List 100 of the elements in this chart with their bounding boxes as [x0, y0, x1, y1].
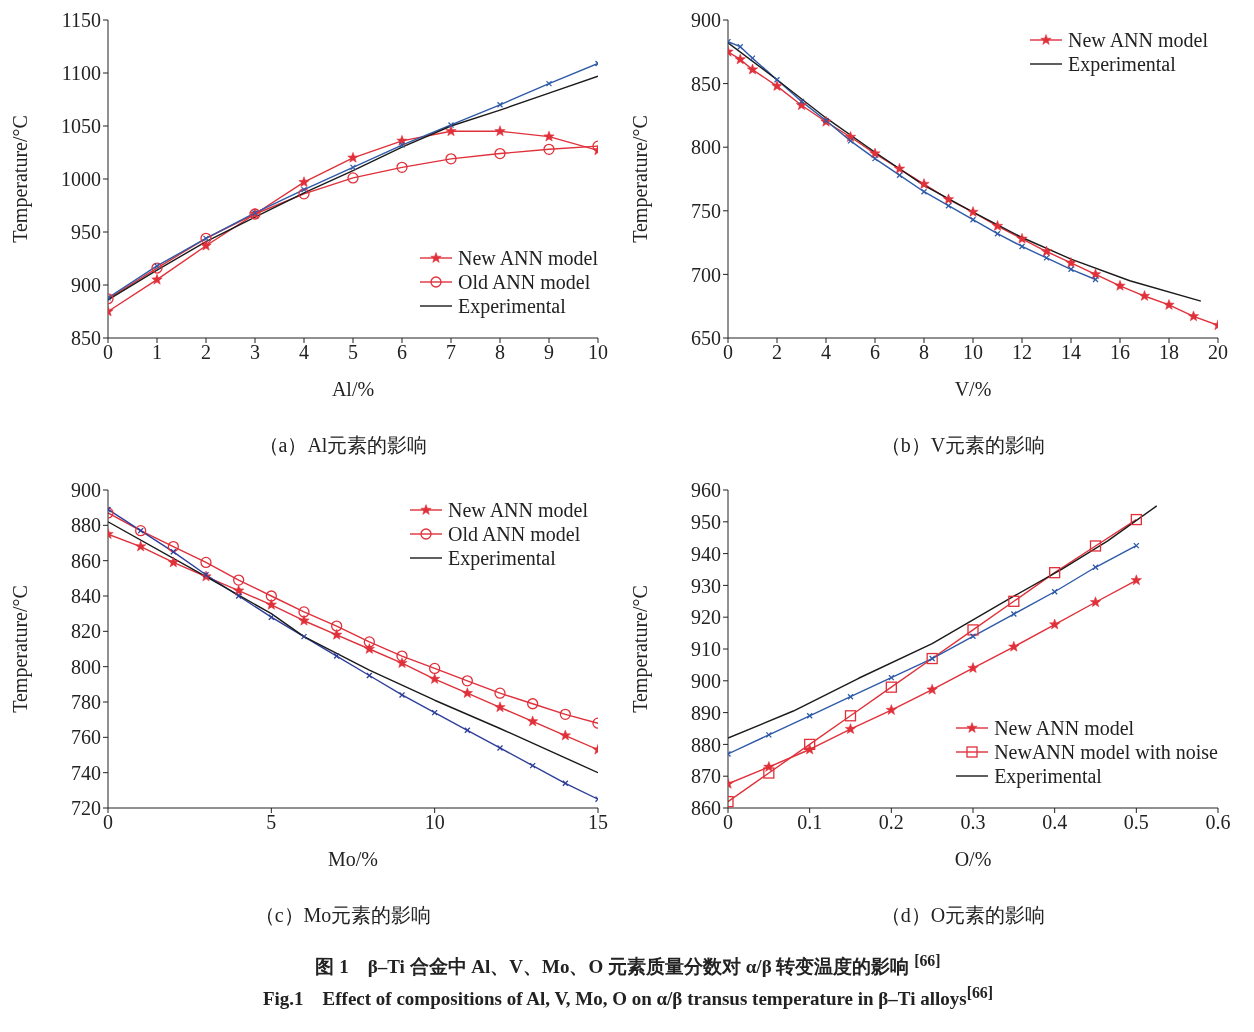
- x-tick-label: 0: [103, 811, 113, 834]
- point: [347, 172, 359, 184]
- legend-label: NewANN model with noise: [994, 740, 1218, 764]
- text: （b）V元素的影响: [879, 433, 1047, 458]
- y-tick-label: 900: [691, 9, 721, 32]
- point: [233, 584, 245, 596]
- point: [1041, 245, 1052, 257]
- point: [1130, 574, 1142, 586]
- y-tick-label: 880: [71, 514, 101, 537]
- point: [363, 636, 375, 648]
- y-tick-label: 1100: [61, 62, 101, 85]
- x-tick-label: 14: [1061, 341, 1081, 364]
- legend-label: Experimental: [458, 294, 566, 318]
- y-tick-label: 650: [691, 327, 721, 350]
- point: [396, 650, 408, 662]
- point: [747, 63, 758, 75]
- point: [845, 723, 856, 734]
- x-tick-label: 4: [821, 341, 831, 364]
- x-tick-label: 5: [348, 341, 358, 364]
- point: [167, 556, 179, 568]
- point: [796, 99, 807, 110]
- point: [771, 80, 783, 91]
- point: [894, 163, 905, 174]
- point: [1163, 299, 1175, 310]
- point: [1049, 567, 1061, 579]
- point: [396, 135, 408, 146]
- y-tick-label: 820: [71, 620, 101, 643]
- point: [396, 161, 408, 173]
- point: [559, 729, 571, 741]
- y-tick-label: 860: [71, 549, 101, 572]
- y-tick-label: 870: [691, 765, 721, 788]
- point: [298, 614, 310, 626]
- point: [445, 153, 457, 165]
- point: [967, 206, 979, 217]
- x-tick-label: 0: [723, 341, 733, 364]
- y-tick-label: 1050: [61, 115, 101, 138]
- point: [967, 624, 979, 636]
- x-axis-title: Mo/%: [328, 848, 378, 870]
- y-tick-label: 1150: [61, 9, 101, 32]
- point: [1090, 268, 1101, 280]
- point: [804, 738, 816, 751]
- point: [1016, 233, 1028, 244]
- point: [331, 629, 343, 640]
- x-tick-label: 6: [870, 341, 880, 364]
- y-tick-label: 720: [71, 797, 101, 820]
- y-tick-label: 950: [691, 510, 721, 533]
- text: （d）O元素的影响: [879, 903, 1047, 928]
- legend-label: Experimental: [1068, 52, 1176, 76]
- point: [429, 673, 441, 684]
- y-tick-label: 750: [691, 199, 721, 222]
- point: [298, 188, 310, 200]
- x-tick-label: 8: [919, 341, 929, 364]
- legend-label: Experimental: [448, 546, 556, 570]
- y-axis-title: Temperature/°C: [629, 115, 653, 243]
- point: [151, 273, 163, 285]
- x-tick-label: 2: [201, 341, 211, 364]
- point: [200, 240, 212, 251]
- x-tick-label: 0: [103, 341, 113, 364]
- point: [429, 662, 441, 675]
- point: [918, 178, 930, 189]
- text: （a）Al元素的影响: [257, 433, 429, 458]
- x-tick-label: 16: [1110, 341, 1130, 364]
- y-tick-label: 950: [71, 221, 101, 244]
- x-axis-title: O/%: [954, 848, 992, 870]
- x-tick-label: 18: [1159, 341, 1179, 364]
- point: [559, 708, 571, 721]
- y-tick-label: 780: [71, 691, 101, 714]
- x-tick-label: 3: [250, 341, 260, 364]
- y-tick-label: 900: [71, 274, 101, 297]
- x-tick-label: 2: [772, 341, 782, 364]
- x-tick-label: 0.4: [1042, 811, 1068, 834]
- point: [494, 125, 506, 136]
- point: [1188, 310, 1199, 322]
- point: [1065, 257, 1077, 268]
- x-tick-label: 0: [723, 811, 733, 834]
- y-tick-label: 880: [691, 733, 721, 756]
- point: [135, 540, 147, 552]
- point: [494, 147, 506, 160]
- point: [167, 540, 179, 553]
- y-tick-label: 860: [691, 797, 721, 820]
- x-tick-label: 15: [588, 811, 608, 834]
- y-tick-label: 850: [691, 72, 721, 95]
- y-tick-label: 800: [71, 655, 101, 678]
- y-tick-label: 700: [691, 263, 721, 286]
- point: [494, 701, 506, 712]
- point: [298, 606, 310, 618]
- point: [1008, 595, 1020, 607]
- x-tick-label: 12: [1012, 341, 1032, 364]
- point: [1089, 540, 1102, 552]
- y-tick-label: 890: [691, 701, 721, 724]
- y-tick-label: 940: [691, 542, 721, 565]
- legend-label: New ANN model: [458, 246, 598, 270]
- x-tick-label: 0.3: [960, 811, 986, 834]
- point: [926, 683, 938, 695]
- point: [1090, 596, 1101, 607]
- point: [347, 152, 359, 163]
- y-tick-label: 910: [691, 638, 721, 661]
- legend-label: New ANN model: [448, 498, 588, 522]
- point: [331, 620, 343, 632]
- point: [151, 262, 163, 274]
